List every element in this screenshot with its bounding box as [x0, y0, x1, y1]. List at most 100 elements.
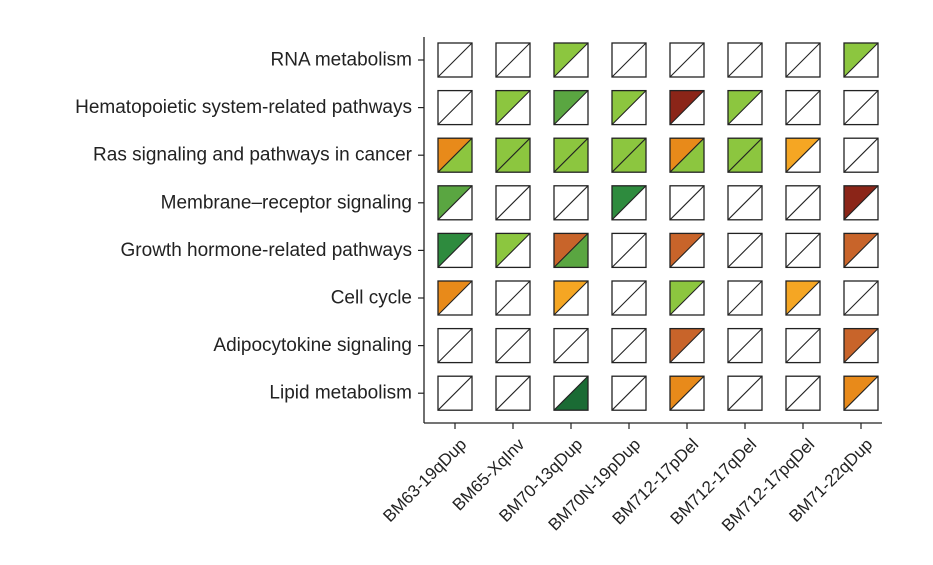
heatmap-cell — [611, 232, 647, 269]
cell-border — [495, 280, 531, 316]
heatmap-cell — [843, 42, 879, 78]
cell-diagonal — [669, 280, 705, 316]
cell-diagonal — [669, 375, 705, 411]
heatmap-cell — [437, 185, 473, 221]
heatmap-cell — [785, 185, 821, 221]
heatmap-cell — [437, 42, 473, 78]
heatmap-cell — [727, 280, 763, 316]
cell-diagonal — [843, 185, 879, 221]
cell-diagonal — [553, 375, 589, 411]
heatmap-cell — [437, 375, 473, 411]
heatmap-cell — [785, 89, 821, 126]
cell-border — [437, 327, 473, 364]
cell-diagonal — [669, 137, 705, 173]
heatmap-cell — [669, 232, 705, 269]
cell-border — [437, 280, 473, 316]
cell-diagonal — [553, 42, 589, 78]
heatmap-cell — [553, 42, 589, 78]
cell-diagonal — [611, 233, 647, 268]
cell-diagonal — [669, 185, 705, 221]
cell-border — [611, 89, 647, 126]
heatmap-cell — [669, 89, 705, 126]
cell-diagonal — [495, 233, 531, 268]
cell-diagonal — [843, 90, 879, 125]
cell-diagonal — [727, 280, 763, 316]
heatmap-cell — [727, 232, 763, 269]
heatmap-cell — [437, 232, 473, 269]
cell-diagonal — [553, 185, 589, 221]
row-label: Cell cycle — [331, 288, 412, 309]
heatmap-cell — [843, 232, 879, 269]
cell-diagonal — [553, 280, 589, 316]
cell-diagonal — [843, 233, 879, 268]
heatmap-cell — [611, 185, 647, 221]
cell-border — [843, 375, 879, 411]
cell-border — [611, 42, 647, 78]
cell-diagonal — [843, 280, 879, 316]
cell-border — [843, 280, 879, 316]
heatmap-cell — [843, 89, 879, 126]
cell-diagonal — [669, 233, 705, 268]
cell-border — [495, 327, 531, 364]
cell-diagonal — [437, 42, 473, 78]
heatmap-cell — [843, 185, 879, 221]
cell-border — [611, 327, 647, 364]
cell-border — [669, 42, 705, 78]
heatmap-cell — [553, 375, 589, 411]
cell-diagonal — [785, 233, 821, 268]
cell-border — [843, 232, 879, 269]
cell-border — [495, 89, 531, 126]
cell-border — [727, 232, 763, 269]
heatmap-cell — [611, 375, 647, 411]
heatmap-cell — [669, 42, 705, 78]
cell-diagonal — [785, 328, 821, 363]
cell-diagonal — [553, 137, 589, 173]
cell-border — [553, 89, 589, 126]
heatmap-cell — [495, 137, 531, 173]
cell-diagonal — [553, 328, 589, 363]
cell-border — [437, 42, 473, 78]
heatmap-cell — [495, 42, 531, 78]
cell-border — [843, 327, 879, 364]
cell-diagonal — [785, 90, 821, 125]
heatmap-cell — [553, 280, 589, 316]
heatmap-cells — [437, 42, 879, 411]
cell-diagonal — [727, 137, 763, 173]
cell-diagonal — [495, 42, 531, 78]
cell-diagonal — [495, 328, 531, 363]
cell-border — [553, 42, 589, 78]
cell-border — [785, 375, 821, 411]
cell-border — [437, 185, 473, 221]
cell-diagonal — [727, 233, 763, 268]
cell-border — [611, 375, 647, 411]
row-label: Growth hormone-related pathways — [121, 240, 412, 261]
heatmap-cell — [727, 375, 763, 411]
cell-diagonal — [669, 42, 705, 78]
cell-border — [669, 185, 705, 221]
cell-diagonal — [553, 233, 589, 268]
cell-diagonal — [611, 137, 647, 173]
row-label: RNA metabolism — [271, 50, 413, 71]
heatmap-cell — [727, 89, 763, 126]
row-labels: RNA metabolism Hematopoietic system-relat… — [75, 50, 413, 404]
cell-diagonal — [843, 42, 879, 78]
cell-border — [727, 185, 763, 221]
axes — [418, 37, 882, 429]
cell-border — [553, 375, 589, 411]
heatmap-cell — [553, 89, 589, 126]
heatmap-cell — [785, 280, 821, 316]
cell-border — [785, 42, 821, 78]
cell-border — [495, 232, 531, 269]
cell-diagonal — [785, 185, 821, 221]
cell-diagonal — [437, 280, 473, 316]
cell-border — [437, 375, 473, 411]
heatmap-cell — [611, 327, 647, 364]
heatmap-cell — [553, 327, 589, 364]
cell-diagonal — [495, 280, 531, 316]
heatmap-cell — [785, 42, 821, 78]
heatmap-cell — [727, 42, 763, 78]
cell-diagonal — [843, 328, 879, 363]
heatmap-cell — [553, 185, 589, 221]
cell-border — [611, 137, 647, 173]
heatmap-cell — [611, 89, 647, 126]
